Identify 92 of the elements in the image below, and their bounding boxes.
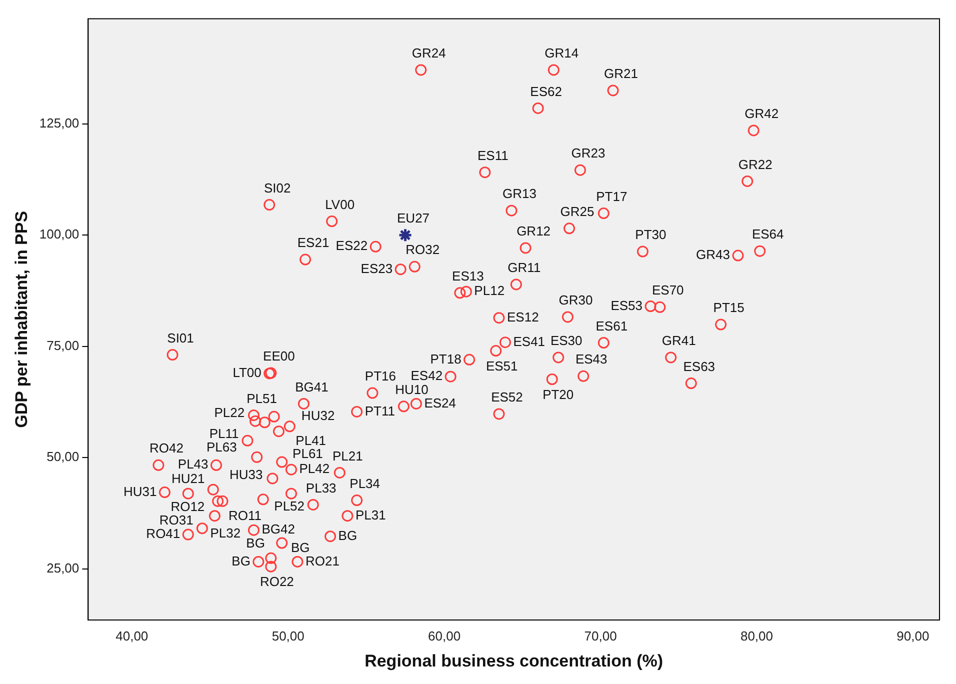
annotation: GR42 <box>744 106 779 122</box>
annotation: RO42 <box>149 440 184 456</box>
y-tick-label: 100,00 <box>39 226 80 242</box>
annotation: HU21 <box>172 471 205 486</box>
annotation: PL51 <box>246 390 277 406</box>
y-axis-title: GDP per inhabitant, in PPS <box>12 210 31 428</box>
annotation: PT15 <box>713 300 744 316</box>
annotation: ES43 <box>575 352 608 367</box>
x-axis-title: Regional business concentration (%) <box>364 651 664 670</box>
annotation: PT17 <box>596 188 628 204</box>
annotation: GR30 <box>558 292 593 308</box>
annotation: HU10 <box>395 382 428 397</box>
x-tick-label: 90,00 <box>896 628 930 644</box>
annotation: ES63 <box>683 358 716 374</box>
annotation: GR13 <box>502 186 536 202</box>
annotation: PL63 <box>206 440 237 455</box>
x-tick-label: 60,00 <box>428 628 461 644</box>
annotation: ES24 <box>424 395 456 410</box>
annotation: PL61 <box>292 446 323 462</box>
y-tick-label: 25,00 <box>46 560 80 576</box>
annotation: ES64 <box>752 226 784 242</box>
annotation: GR25 <box>560 204 594 219</box>
annotation: HU33 <box>230 466 263 482</box>
annotation: PL12 <box>474 283 505 298</box>
annotation: PL32 <box>210 526 241 541</box>
annotation: GR12 <box>516 224 551 239</box>
annotation: ES12 <box>506 309 539 324</box>
annotation: PL41 <box>296 433 326 448</box>
annotation: PT30 <box>635 227 666 242</box>
annotation: ES23 <box>360 260 393 276</box>
annotation: HU32 <box>301 408 335 424</box>
annotation: ES30 <box>550 333 582 348</box>
annotation: BG <box>232 553 250 568</box>
annotation: PL42 <box>299 461 330 476</box>
annotation: ES52 <box>491 390 523 405</box>
annotation: LV00 <box>325 196 355 212</box>
y-tick-label: 75,00 <box>46 338 80 353</box>
annotation: PT20 <box>542 386 574 402</box>
annotation: ES70 <box>652 282 684 298</box>
annotation: ES53 <box>610 298 643 313</box>
annotation: EU27 <box>397 210 430 226</box>
annotation: PL11 <box>209 426 239 441</box>
annotation: PT18 <box>430 351 462 366</box>
annotation: PL31 <box>355 507 386 522</box>
annotation: ES61 <box>596 318 628 334</box>
annotation: EE00 <box>263 348 295 364</box>
annotation: ES42 <box>410 368 443 384</box>
annotation: PT11 <box>364 403 395 418</box>
annotation: ES62 <box>530 84 562 99</box>
annotation: PT16 <box>364 368 396 384</box>
annotation: GR21 <box>604 66 638 82</box>
annotation: ES21 <box>297 235 330 250</box>
annotation: PL52 <box>274 498 305 514</box>
annotation: PL43 <box>178 456 208 472</box>
annotation: ES51 <box>486 358 518 374</box>
annotation: GR14 <box>544 46 579 61</box>
annotation: BG <box>246 536 265 551</box>
y-tick-label: 125,00 <box>39 115 80 130</box>
annotation: ES41 <box>513 334 546 349</box>
annotation: PL21 <box>332 448 363 464</box>
annotation: RO12 <box>170 499 205 514</box>
annotation: ES22 <box>336 238 368 254</box>
x-tick-label: 70,00 <box>584 628 617 644</box>
x-tick-label: 50,00 <box>272 628 304 644</box>
x-tick-label: 40,00 <box>116 628 148 644</box>
annotation: ES11 <box>478 148 508 163</box>
x-tick-label: 80,00 <box>740 628 774 644</box>
annotation: PL34 <box>350 476 380 491</box>
annotation: HU31 <box>123 484 157 499</box>
annotation: RO22 <box>260 574 294 590</box>
annotation: BG <box>338 528 358 543</box>
annotation: RO21 <box>305 553 340 568</box>
annotation: BG41 <box>295 379 328 394</box>
annotation: GR11 <box>508 260 541 276</box>
y-tick-label: 50,00 <box>46 449 80 464</box>
annotation: RO11 <box>228 508 262 523</box>
annotation: LT00 <box>232 365 262 380</box>
annotation: BG42 <box>262 522 295 537</box>
annotation: RO32 <box>406 242 440 258</box>
annotation: BG <box>290 540 310 555</box>
annotation: GR22 <box>738 156 772 172</box>
annotation: SI02 <box>264 180 291 196</box>
annotation: RO31 <box>159 512 194 528</box>
annotation: PL22 <box>214 405 245 420</box>
annotation: PL33 <box>306 480 336 496</box>
annotation: SI01 <box>167 330 194 346</box>
annotation: GR23 <box>571 146 606 161</box>
annotation: GR24 <box>412 46 446 61</box>
annotation: GR41 <box>662 333 696 348</box>
annotation: GR43 <box>696 247 730 262</box>
annotation: RO41 <box>146 526 180 542</box>
annotation: ES13 <box>452 268 484 284</box>
